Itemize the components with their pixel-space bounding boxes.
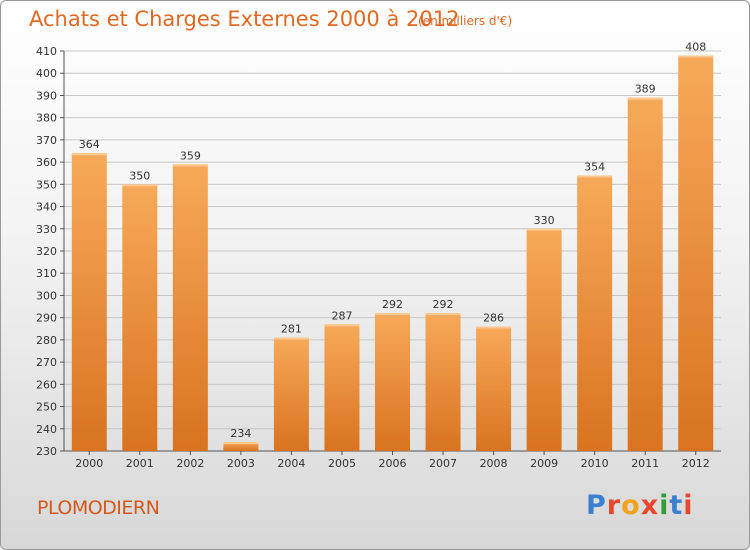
data-label-2008: 286 <box>483 312 504 325</box>
x-tick-label-2011: 2011 <box>631 457 659 470</box>
chart-unit: (en milliers d'€) <box>418 14 513 28</box>
y-tick-label: 300 <box>36 289 57 302</box>
y-tick-label: 370 <box>36 134 57 147</box>
data-label-2011: 389 <box>635 83 656 96</box>
data-label-2012: 408 <box>685 40 706 53</box>
data-label-2006: 292 <box>382 298 403 311</box>
x-tick-label-2003: 2003 <box>227 457 255 470</box>
x-tick-label-2001: 2001 <box>126 457 154 470</box>
y-tick-label: 330 <box>36 223 57 236</box>
y-tick-label: 380 <box>36 112 57 125</box>
y-tick-label: 290 <box>36 312 57 325</box>
x-tick-label-2010: 2010 <box>581 457 609 470</box>
y-tick-label: 410 <box>36 45 57 58</box>
y-tick-label: 260 <box>36 378 57 391</box>
y-tick-label: 340 <box>36 201 57 214</box>
y-tick-label: 270 <box>36 356 57 369</box>
y-tick-label: 390 <box>36 89 57 102</box>
y-tick-label: 230 <box>36 445 57 458</box>
x-tick-label-2000: 2000 <box>75 457 103 470</box>
proxiti-letter: P <box>586 490 607 521</box>
x-tick-label-2012: 2012 <box>682 457 710 470</box>
proxiti-letter: i <box>683 490 694 521</box>
y-tick-label: 400 <box>36 67 57 80</box>
y-tick-label: 360 <box>36 156 57 169</box>
data-label-2001: 350 <box>129 169 150 182</box>
y-tick-label: 250 <box>36 401 57 414</box>
data-label-2003: 234 <box>230 427 251 440</box>
y-tick-label: 320 <box>36 245 57 258</box>
bar-2012 <box>678 55 714 451</box>
x-tick-label-2008: 2008 <box>480 457 508 470</box>
data-label-2000: 364 <box>79 138 100 151</box>
x-tick-label-2002: 2002 <box>176 457 204 470</box>
y-tick-label: 310 <box>36 267 57 280</box>
x-tick-label-2004: 2004 <box>277 457 305 470</box>
chart-title: Achats et Charges Externes 2000 à 2012 <box>29 7 460 31</box>
bar-2005 <box>324 324 360 451</box>
bar-2011 <box>627 97 663 452</box>
proxiti-letter: t <box>669 490 684 521</box>
x-tick-label-2007: 2007 <box>429 457 457 470</box>
bar-2004 <box>273 337 309 451</box>
proxiti-logo: Proxiti <box>586 490 694 521</box>
data-label-2005: 287 <box>331 309 352 322</box>
data-label-2004: 281 <box>281 323 302 336</box>
y-tick-label: 350 <box>36 178 57 191</box>
x-tick-label-2005: 2005 <box>328 457 356 470</box>
proxiti-letter: r <box>606 490 622 521</box>
bar-2002 <box>172 164 208 452</box>
commune-name: PLOMODIERN <box>37 497 160 519</box>
data-label-2010: 354 <box>584 160 605 173</box>
bar-2007 <box>425 313 461 451</box>
proxiti-letter: i <box>659 490 670 521</box>
proxiti-letter: x <box>640 490 660 521</box>
data-label-2007: 292 <box>433 298 454 311</box>
data-label-2009: 330 <box>534 214 555 227</box>
x-tick-label-2006: 2006 <box>379 457 407 470</box>
y-tick-label: 280 <box>36 334 57 347</box>
bar-2000 <box>71 153 107 451</box>
bar-2009 <box>526 228 562 451</box>
proxiti-letter: o <box>621 490 641 521</box>
bar-2008 <box>476 326 512 451</box>
bar-2001 <box>122 184 158 452</box>
data-label-2002: 359 <box>180 149 201 162</box>
bar-2006 <box>375 313 410 451</box>
x-tick-label-2009: 2009 <box>530 457 558 470</box>
bar-2010 <box>577 175 613 451</box>
bar-2003 <box>223 442 259 451</box>
y-tick-label: 240 <box>36 423 57 436</box>
